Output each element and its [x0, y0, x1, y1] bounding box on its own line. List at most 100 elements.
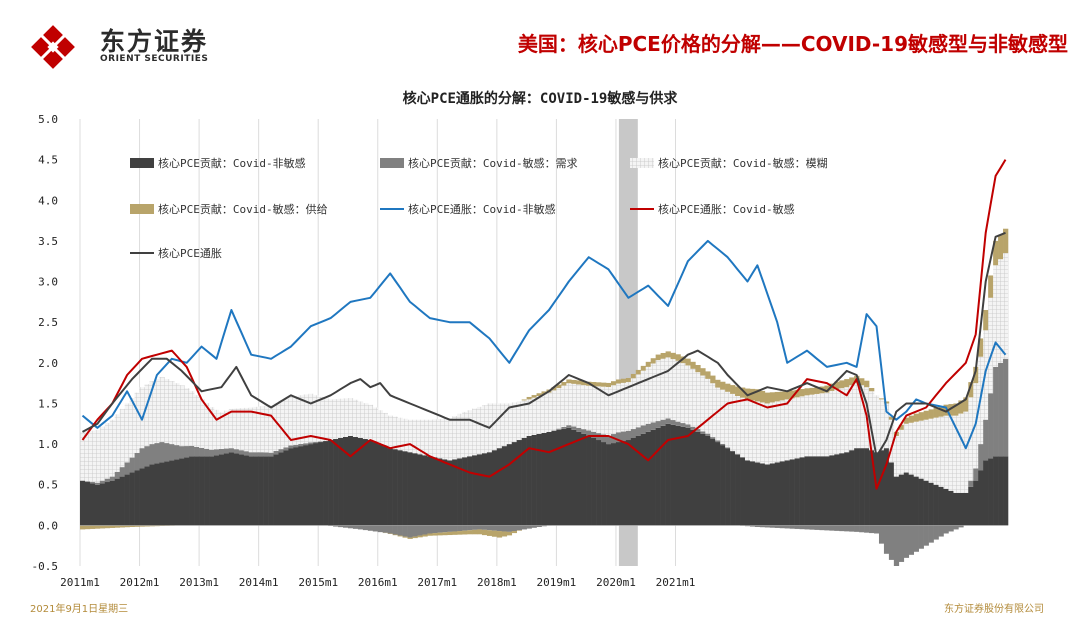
bar-supply — [566, 379, 572, 384]
bar-non-sensitive — [333, 439, 339, 526]
bar-non-sensitive — [427, 456, 433, 526]
bar-supply — [695, 365, 701, 373]
bar-supply — [556, 384, 562, 389]
bar-ambiguous — [407, 419, 413, 453]
bar-supply — [645, 361, 651, 367]
bar-demand — [174, 445, 180, 460]
bar-ambiguous — [268, 405, 274, 453]
bar-demand — [784, 525, 790, 529]
bar-supply — [596, 382, 602, 387]
bar-non-sensitive — [754, 462, 761, 526]
bar-non-sensitive — [948, 490, 954, 526]
bar-ambiguous — [660, 358, 666, 420]
bar-demand — [402, 525, 408, 537]
bar-demand — [983, 419, 989, 461]
bar-demand — [313, 442, 319, 444]
bar-demand — [973, 468, 979, 481]
bar-supply — [749, 388, 756, 401]
bar-non-sensitive — [347, 435, 354, 526]
bar-ambiguous — [769, 402, 776, 464]
bar-non-sensitive — [462, 457, 468, 526]
bar-demand — [695, 429, 701, 432]
bar-supply — [764, 392, 771, 404]
bar-non-sensitive — [209, 456, 215, 526]
bar-non-sensitive — [893, 476, 900, 526]
bar-demand — [407, 525, 413, 538]
x-tick-label: 2012m1 — [120, 576, 160, 589]
bar-supply — [983, 309, 989, 331]
bar-ambiguous — [94, 429, 101, 483]
bar-non-sensitive — [690, 429, 696, 526]
bar-non-sensitive — [119, 476, 125, 526]
bar-demand — [199, 447, 205, 457]
bar-non-sensitive — [799, 457, 805, 526]
bar-non-sensitive — [824, 456, 830, 526]
bar-supply — [978, 338, 984, 357]
bar-non-sensitive — [218, 454, 225, 526]
bar-non-sensitive — [1003, 456, 1009, 526]
bar-non-sensitive — [338, 437, 344, 526]
bar-ambiguous — [134, 392, 140, 453]
bar-supply — [720, 381, 726, 390]
bar-non-sensitive — [809, 456, 815, 526]
bar-non-sensitive — [199, 456, 205, 526]
bar-supply — [953, 403, 959, 416]
bar-demand — [412, 525, 418, 537]
bar-non-sensitive — [660, 425, 666, 526]
bar-supply — [888, 416, 895, 420]
bar-non-sensitive — [422, 455, 428, 526]
bar-supply — [799, 389, 805, 397]
bar-demand — [769, 525, 776, 528]
bar-ambiguous — [675, 360, 681, 422]
bar-ambiguous — [516, 401, 522, 441]
bar-ambiguous — [918, 420, 924, 479]
bar-supply — [501, 531, 508, 537]
bar-ambiguous — [248, 407, 254, 453]
bar-demand — [561, 426, 567, 429]
bar-demand — [824, 525, 830, 531]
bar-ambiguous — [333, 399, 339, 440]
bar-demand — [725, 447, 731, 449]
bar-non-sensitive — [625, 440, 632, 526]
bar-non-sensitive — [844, 452, 850, 526]
bar-demand — [541, 525, 547, 527]
bar-demand — [591, 431, 597, 438]
bar-non-sensitive — [655, 427, 661, 526]
bar-ambiguous — [700, 375, 706, 432]
bar-ambiguous — [829, 390, 835, 456]
bar-demand — [204, 448, 210, 457]
y-tick-label: -0.5 — [32, 560, 59, 573]
bar-ambiguous — [720, 389, 726, 444]
bar-demand — [620, 431, 627, 442]
bar-demand — [437, 525, 443, 533]
bar-demand — [139, 448, 145, 469]
bar-ambiguous — [938, 416, 944, 487]
bar-supply — [665, 351, 671, 358]
bar-non-sensitive — [740, 457, 746, 526]
bar-demand — [779, 525, 785, 529]
bar-non-sensitive — [343, 436, 349, 526]
bar-demand — [526, 525, 532, 529]
bar-demand — [377, 525, 384, 533]
bar-demand — [700, 431, 706, 434]
bar-supply — [943, 404, 949, 416]
bar-supply — [417, 535, 423, 538]
bar-supply — [660, 352, 666, 359]
y-tick-label: 0.5 — [38, 479, 58, 492]
bar-ambiguous — [397, 417, 403, 451]
bar-non-sensitive — [238, 454, 245, 526]
bar-ambiguous — [606, 386, 612, 436]
bar-demand — [601, 434, 607, 443]
x-tick-label: 2017m1 — [417, 576, 457, 589]
bar-demand — [164, 443, 170, 462]
bar-demand — [536, 525, 542, 527]
bar-ambiguous — [710, 383, 716, 438]
bar-non-sensitive — [606, 444, 612, 526]
bar-supply — [650, 358, 656, 364]
bar-demand — [253, 452, 259, 457]
bar-demand — [209, 449, 215, 457]
bar-non-sensitive — [184, 457, 190, 526]
x-tick-label: 2019m1 — [537, 576, 577, 589]
bar-supply — [973, 366, 979, 384]
y-tick-label: 5.0 — [38, 113, 58, 126]
